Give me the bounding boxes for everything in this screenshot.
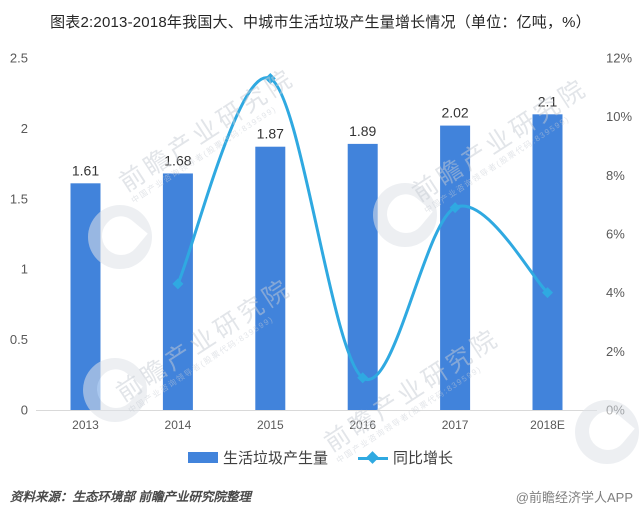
- line-marker-icon: [542, 287, 553, 299]
- left-axis-tick: 0.5: [10, 332, 28, 347]
- brand-credit: @前瞻经济学人APP: [515, 490, 633, 505]
- right-axis-tick: 10%: [606, 109, 632, 124]
- line-marker-icon: [264, 73, 276, 85]
- bar-2016: [347, 143, 378, 410]
- line-marker-icon: [172, 278, 184, 290]
- line-series-swatch-icon: [358, 450, 388, 464]
- right-axis-tick: 8%: [606, 168, 625, 183]
- right-axis-tick: 4%: [606, 285, 625, 300]
- legend-label-line: 同比增长: [393, 450, 454, 467]
- left-axis-tick: 1: [21, 262, 28, 277]
- left-axis-tick: 2.5: [10, 51, 28, 66]
- x-axis-label: 2017: [442, 418, 469, 432]
- legend-label-bar: 生活垃圾产生量: [222, 450, 328, 467]
- growth-line: [176, 76, 549, 382]
- bar-value-label: 2.02: [441, 105, 468, 121]
- bar-value-label: 1.89: [349, 123, 376, 139]
- chart-canvas: 0 0.5 1 1.5 2 2.5 0% 2% 4% 6% 8% 10% 12% 1.61 2013 1.68…: [10, 51, 633, 433]
- x-axis-label: 2016: [349, 418, 376, 432]
- right-axis-tick: 6%: [606, 227, 625, 242]
- x-axis-label: 2014: [165, 418, 192, 432]
- legend-item-line: 同比增长: [358, 447, 453, 468]
- x-axis-label: 2015: [257, 418, 284, 432]
- bar-2014: [162, 173, 193, 410]
- bar-value-label: 1.68: [164, 152, 191, 168]
- legend-item-bar: 生活垃圾产生量: [187, 447, 328, 468]
- line-marker-icon: [357, 372, 369, 384]
- chart-legend: 生活垃圾产生量 同比增长: [0, 447, 641, 468]
- bar-series-swatch-icon: [187, 452, 218, 463]
- right-axis-tick: 0%: [606, 403, 625, 418]
- right-axis-tick: 12%: [606, 51, 632, 66]
- right-axis-tick: 2%: [606, 344, 625, 359]
- bar-2017: [440, 125, 471, 411]
- left-axis-tick: 2: [21, 121, 28, 136]
- left-axis-tick: 1.5: [10, 191, 28, 206]
- bar-value-label: 1.61: [72, 162, 99, 178]
- x-axis-label: 2018E: [530, 418, 565, 432]
- bar-2015: [255, 146, 286, 411]
- line-marker-icon: [449, 202, 461, 214]
- chart-title: 图表2:2013-2018年我国大、中城市生活垃圾产生量增长情况（单位：亿吨，%…: [50, 14, 591, 31]
- bar-value-label: 2.1: [538, 93, 558, 109]
- bar-2013: [70, 183, 101, 410]
- left-axis-tick: 0: [21, 403, 28, 418]
- x-axis-label: 2013: [72, 418, 99, 432]
- bar-2018E: [532, 114, 563, 410]
- bar-value-label: 1.87: [257, 126, 284, 142]
- data-source-note: 资料来源：生态环境部 前瞻产业研究院整理: [10, 490, 251, 504]
